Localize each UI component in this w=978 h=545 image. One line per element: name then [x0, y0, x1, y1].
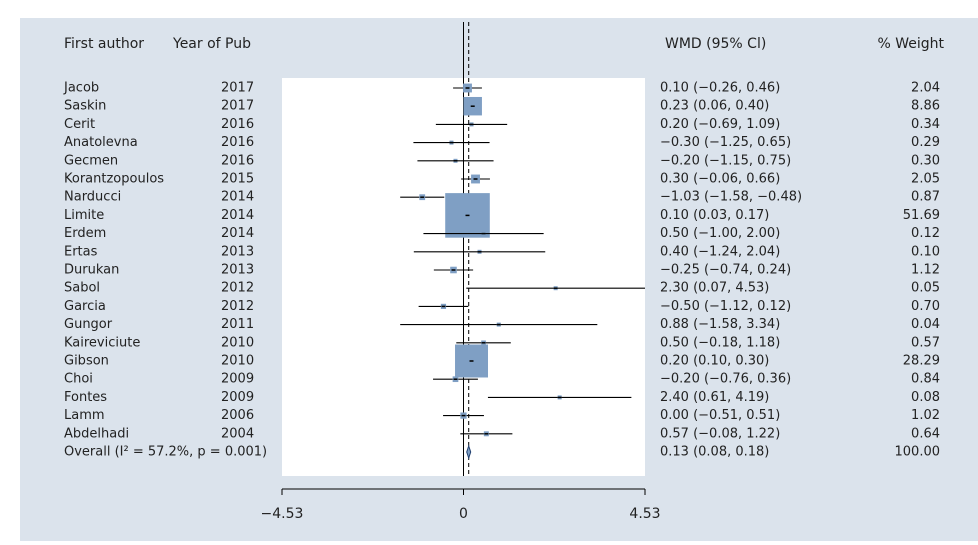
author: Abdelhadi [64, 426, 129, 441]
year: 2016 [221, 153, 254, 168]
effect-label: −0.20 (−0.76, 0.36) [660, 372, 791, 387]
overall-diamond [466, 444, 472, 460]
header: WMD (95% Cl) [665, 36, 766, 52]
effect-label: −0.25 (−0.74, 0.24) [660, 263, 791, 278]
effect-label: −1.03 (−1.58, −0.48) [660, 190, 802, 205]
weight-label: 0.64 [911, 426, 940, 441]
author: Narducci [64, 190, 121, 205]
year: 2011 [221, 317, 254, 332]
weight-label: 0.12 [911, 226, 940, 241]
year: 2012 [221, 299, 254, 314]
effect-label: −0.50 (−1.12, 0.12) [660, 299, 791, 314]
year: 2004 [221, 426, 254, 441]
effect-label: 0.10 (−0.26, 0.46) [660, 81, 780, 96]
year: 2009 [221, 390, 254, 405]
year: 2014 [221, 190, 254, 205]
effect-label: 0.40 (−1.24, 2.04) [660, 244, 780, 259]
effect-label: 0.88 (−1.58, 3.34) [660, 317, 780, 332]
effect-label: 0.20 (−0.69, 1.09) [660, 117, 780, 132]
effect-label: 0.57 (−0.08, 1.22) [660, 426, 780, 441]
effect-label: 0.30 (−0.06, 0.66) [660, 172, 780, 187]
weight-label: 2.05 [911, 172, 940, 187]
weight-label: 28.29 [903, 354, 940, 369]
author: Sabol [64, 281, 100, 296]
header: First author [64, 36, 144, 52]
author: Anatolevna [64, 135, 138, 150]
author: Fontes [64, 390, 107, 405]
effect-label: 0.00 (−0.51, 0.51) [660, 408, 780, 423]
overall-weight-label: 100.00 [895, 445, 941, 460]
header: % Weight [877, 36, 944, 52]
year: 2006 [221, 408, 254, 423]
effect-label: 0.50 (−0.18, 1.18) [660, 335, 780, 350]
year: 2017 [221, 81, 254, 96]
weight-label: 0.70 [911, 299, 940, 314]
year: 2016 [221, 117, 254, 132]
author: Kaireviciute [64, 335, 140, 350]
author: Limite [64, 208, 104, 223]
year: 2009 [221, 372, 254, 387]
header: Year of Pub [172, 36, 251, 52]
overall-effect-label: 0.13 (0.08, 0.18) [660, 445, 769, 460]
weight-label: 0.08 [911, 390, 940, 405]
author: Cerit [64, 117, 95, 132]
year: 2010 [221, 354, 254, 369]
x-tick-label: 0 [459, 506, 468, 522]
author: Korantzopoulos [64, 172, 164, 187]
author: Garcia [64, 299, 106, 314]
effect-label: 2.40 (0.61, 4.19) [660, 390, 769, 405]
author: Durukan [64, 263, 119, 278]
year: 2014 [221, 226, 254, 241]
effect-label: 0.50 (−1.00, 2.00) [660, 226, 780, 241]
weight-label: 2.04 [911, 81, 940, 96]
weight-label: 0.87 [911, 190, 940, 205]
weight-label: 0.30 [911, 153, 940, 168]
x-tick-label: 4.53 [629, 506, 660, 522]
effect-label: −0.20 (−1.15, 0.75) [660, 153, 791, 168]
effect-label: 0.23 (0.06, 0.40) [660, 99, 769, 114]
weight-label: 1.02 [911, 408, 940, 423]
year: 2014 [221, 208, 254, 223]
overall-label: Overall (I² = 57.2%, p = 0.001) [64, 445, 267, 460]
year: 2012 [221, 281, 254, 296]
weight-label: 0.84 [911, 372, 940, 387]
effect-label: 0.10 (0.03, 0.17) [660, 208, 769, 223]
weight-label: 0.57 [911, 335, 940, 350]
weight-label: 51.69 [903, 208, 940, 223]
author: Gungor [64, 317, 113, 332]
author: Lamm [64, 408, 105, 423]
author: Erdem [64, 226, 106, 241]
weight-label: 0.10 [911, 244, 940, 259]
author: Gecmen [64, 153, 118, 168]
author: Saskin [64, 99, 106, 114]
author: Jacob [63, 81, 99, 96]
author: Ertas [64, 244, 98, 259]
effect-label: 2.30 (0.07, 4.53) [660, 281, 769, 296]
year: 2016 [221, 135, 254, 150]
year: 2017 [221, 99, 254, 114]
weight-label: 0.05 [911, 281, 940, 296]
year: 2015 [221, 172, 254, 187]
author: Gibson [64, 354, 109, 369]
x-tick-label: −4.53 [261, 506, 304, 522]
weight-label: 0.34 [911, 117, 940, 132]
year: 2013 [221, 244, 254, 259]
year: 2010 [221, 335, 254, 350]
weight-label: 0.29 [911, 135, 940, 150]
year: 2013 [221, 263, 254, 278]
weight-label: 1.12 [911, 263, 940, 278]
weight-label: 8.86 [911, 99, 940, 114]
effect-label: −0.30 (−1.25, 0.65) [660, 135, 791, 150]
effect-label: 0.20 (0.10, 0.30) [660, 354, 769, 369]
weight-label: 0.04 [911, 317, 940, 332]
author: Choi [64, 372, 93, 387]
